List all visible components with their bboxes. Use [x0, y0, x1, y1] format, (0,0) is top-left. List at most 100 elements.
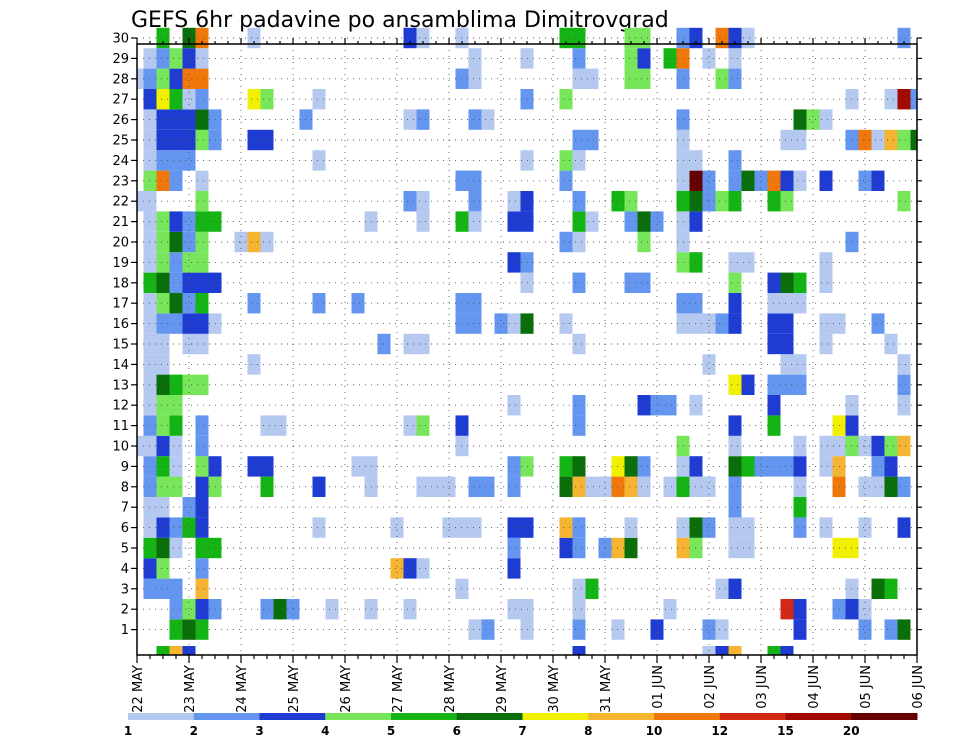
heatmap-cell	[416, 476, 430, 497]
x-tick-label: 27 MAY	[391, 665, 406, 713]
heatmap-cell	[728, 415, 742, 436]
heatmap-cell	[507, 599, 521, 620]
heatmap-cell	[156, 211, 170, 232]
heatmap-cell	[793, 354, 807, 375]
heatmap-cell	[858, 619, 872, 640]
heatmap-cell	[624, 272, 638, 293]
heatmap-cell	[793, 109, 807, 130]
heatmap-cell	[793, 517, 807, 538]
heatmap-cell	[247, 231, 261, 253]
legend-label: 3	[255, 724, 263, 738]
heatmap-cell	[156, 231, 170, 253]
heatmap-cell	[559, 231, 573, 253]
heatmap-cell	[559, 537, 573, 559]
heatmap-cell	[728, 272, 742, 293]
heatmap-cell	[559, 313, 573, 334]
heatmap-cell	[195, 170, 209, 191]
heatmap-cell	[273, 415, 287, 436]
heatmap-cell	[247, 456, 261, 477]
y-tick-label: 13	[112, 378, 129, 393]
x-tick-label: 24 MAY	[235, 665, 250, 713]
heatmap-cell	[468, 293, 482, 314]
heatmap-cell	[637, 395, 651, 416]
heatmap-cell	[260, 599, 274, 620]
heatmap-cell	[910, 89, 917, 110]
heatmap-cell	[507, 537, 521, 559]
heatmap-cell	[312, 476, 326, 497]
heatmap-cell	[169, 150, 183, 171]
heatmap-cell	[780, 646, 794, 655]
legend-label: 15	[777, 724, 794, 738]
heatmap-cell	[169, 517, 183, 538]
y-tick-label: 16	[112, 317, 129, 332]
heatmap-cell	[585, 129, 599, 151]
heatmap-cell	[403, 599, 417, 620]
y-tick-label: 3	[121, 582, 129, 597]
heatmap-cell	[715, 646, 729, 655]
heatmap-cell	[182, 619, 196, 640]
heatmap-cell	[715, 313, 729, 334]
heatmap-cell	[156, 517, 170, 538]
heatmap-cell	[819, 333, 833, 355]
heatmap-cell	[468, 211, 482, 232]
heatmap-cell	[585, 211, 599, 232]
legend-swatch	[785, 713, 852, 720]
heatmap-cell	[702, 191, 716, 212]
heatmap-cell	[312, 89, 326, 110]
heatmap-cell	[169, 293, 183, 314]
y-tick-label: 30	[112, 32, 129, 47]
heatmap-cell	[637, 272, 651, 293]
heatmap-cell	[897, 619, 911, 640]
y-tick-label: 10	[112, 440, 129, 455]
heatmap-cell	[156, 170, 170, 191]
heatmap-cell	[195, 48, 209, 69]
heatmap-cell	[156, 497, 170, 518]
heatmap-cell	[468, 68, 482, 89]
heatmap-cell	[468, 170, 482, 191]
heatmap-cell	[481, 109, 495, 130]
heatmap-cell	[663, 48, 677, 69]
heatmap-cell	[624, 68, 638, 89]
heatmap-cell	[728, 27, 742, 49]
heatmap-cell	[728, 313, 742, 334]
heatmap-cell	[819, 109, 833, 130]
heatmap-cell	[351, 293, 365, 314]
heatmap-cell	[156, 578, 170, 599]
heatmap-cell	[507, 191, 521, 212]
heatmap-cell	[741, 170, 755, 191]
heatmap-cell	[897, 191, 911, 212]
heatmap-cell	[156, 415, 170, 436]
x-tick-label: 06 JUN	[911, 665, 926, 709]
heatmap-cell	[780, 599, 794, 620]
heatmap-cell	[663, 395, 677, 416]
heatmap-cell	[169, 599, 183, 620]
heatmap-cell	[468, 48, 482, 69]
heatmap-cell	[169, 578, 183, 599]
heatmap-cell	[195, 231, 209, 253]
heatmap-cell	[871, 456, 885, 477]
heatmap-cell	[137, 68, 144, 89]
heatmap-cell	[351, 456, 365, 477]
heatmap-cell	[572, 537, 586, 559]
heatmap-cell	[416, 211, 430, 232]
heatmap-cell	[481, 619, 495, 640]
heatmap-cell	[273, 599, 287, 620]
heatmap-cell	[195, 272, 209, 293]
heatmap-cell	[169, 313, 183, 334]
heatmap-cell	[819, 313, 833, 334]
heatmap-cell	[416, 415, 430, 436]
legend-swatch	[456, 713, 523, 720]
heatmap-cell	[169, 537, 183, 559]
heatmap-cell	[416, 27, 430, 49]
y-tick-label: 29	[112, 52, 129, 67]
heatmap-cell	[195, 476, 209, 497]
heatmap-cell	[663, 476, 677, 497]
heatmap-cell	[507, 517, 521, 538]
y-tick-label: 7	[121, 501, 129, 516]
heatmap-cell	[572, 68, 586, 89]
heatmap-cell	[182, 272, 196, 293]
heatmap-cell	[195, 68, 209, 89]
heatmap-cell	[195, 313, 209, 334]
heatmap-cell	[137, 435, 144, 457]
heatmap-cell	[507, 558, 521, 579]
